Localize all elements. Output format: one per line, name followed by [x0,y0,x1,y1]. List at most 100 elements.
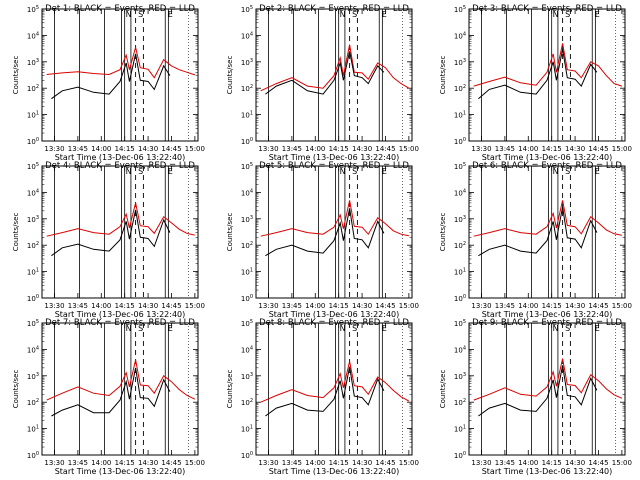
y-tick-label: 102 [27,398,39,407]
x-tick-label: 14:45 [161,145,181,153]
marker-letter: E [382,167,387,176]
x-tick-label: 14:30 [565,459,585,467]
y-tick-label: 103 [454,58,466,67]
x-tick-label: 15:00 [612,459,632,467]
y-axis-label: Counts/sec [12,370,20,409]
y-tick-label: 100 [27,294,39,303]
x-tick-label: 14:30 [565,145,585,153]
marker-letter: E [595,324,600,333]
x-tick-label: 14:15 [542,302,562,310]
y-tick-label: 103 [241,58,253,67]
x-tick-label: 13:30 [44,302,64,310]
y-tick-label: 100 [454,451,466,460]
x-tick-label: 14:45 [375,459,395,467]
y-tick-label: 102 [27,241,39,250]
x-tick-label: 13:30 [258,459,278,467]
marker-letter: N [553,324,559,333]
panel-title: Det 8: BLACK = Events, RED = LLD [259,318,409,328]
panel-title: Det 4: BLACK = Events, RED = LLD [45,161,195,171]
x-axis-label: Start Time (13-Dec-06 13:22:40) [269,153,400,162]
x-tick-label: 14:30 [352,145,372,153]
chart-panel-9: N S E 100 101 102 103 104 105 13:30 13:45 14:00 14:1… [439,318,632,476]
x-tick-label: 14:15 [542,459,562,467]
marker-letter: N [126,167,132,176]
y-tick-label: 100 [454,137,466,146]
x-tick-label: 14:45 [588,459,608,467]
x-tick-label: 14:15 [542,145,562,153]
y-tick-label: 100 [241,294,253,303]
events-series-line [51,209,171,257]
x-tick-label: 14:30 [138,145,158,153]
y-tick-label: 101 [454,268,466,277]
marker-letter: E [168,10,173,19]
events-series-line [265,208,385,257]
marker-letter: N [553,10,559,19]
marker-letter: N [553,167,559,176]
y-tick-label: 105 [27,5,39,14]
x-axis-label: Start Time (13-Dec-06 13:22:40) [269,467,400,476]
chart-panel-6: N S E 100 101 102 103 104 105 13:30 13:45 14:00 14:1… [439,161,632,319]
y-axis-label: Counts/sec [439,213,447,252]
x-tick-label: 13:30 [44,145,64,153]
y-tick-label: 103 [27,372,39,381]
y-axis-label: Counts/sec [439,370,447,409]
y-tick-label: 104 [454,31,466,40]
plot-frame [468,165,626,299]
y-tick-label: 101 [454,111,466,120]
x-axis-label: Start Time (13-Dec-06 13:22:40) [482,153,613,162]
y-tick-label: 102 [241,241,253,250]
marker-letter: S [352,167,357,176]
marker-letter: S [565,10,570,19]
chart-panel-1: N S E 100 101 102 103 104 105 13:30 13:45 14:00 14:1… [12,4,205,162]
x-axis-label: Start Time (13-Dec-06 13:22:40) [55,467,186,476]
y-tick-label: 103 [454,372,466,381]
x-tick-label: 13:45 [68,302,88,310]
y-tick-label: 105 [27,162,39,171]
x-tick-label: 13:30 [258,302,278,310]
y-tick-label: 101 [241,111,253,120]
x-tick-label: 14:45 [161,459,181,467]
x-tick-label: 14:45 [375,145,395,153]
x-tick-label: 15:00 [399,459,419,467]
y-tick-label: 105 [241,319,253,328]
marker-letter: E [382,324,387,333]
events-series-line [265,51,385,95]
x-axis-label: Start Time (13-Dec-06 13:22:40) [269,310,400,319]
x-axis-label: Start Time (13-Dec-06 13:22:40) [482,467,613,476]
plot-frame [41,322,199,456]
x-axis-label: Start Time (13-Dec-06 13:22:40) [55,310,186,319]
y-tick-label: 104 [454,345,466,354]
plot-frame [255,322,413,456]
y-tick-label: 101 [454,425,466,434]
x-tick-label: 13:45 [282,459,302,467]
events-series-line [478,365,598,417]
y-tick-label: 103 [241,215,253,224]
chart-panel-2: N S E 100 101 102 103 104 105 13:30 13:45 14:00 14:1… [226,4,419,162]
y-tick-label: 103 [27,215,39,224]
panel-title: Det 3: BLACK = Events, RED = LLD [472,4,622,14]
x-tick-label: 14:45 [588,302,608,310]
x-axis-label: Start Time (13-Dec-06 13:22:40) [482,310,613,319]
lld-series-line [260,44,410,92]
x-tick-label: 15:00 [185,459,205,467]
lld-series-line [260,361,410,403]
x-tick-label: 14:00 [305,302,325,310]
lld-series-line [473,200,622,237]
lld-series-line [473,43,623,87]
x-tick-label: 14:30 [565,302,585,310]
panel-title: Det 9: BLACK = Events, RED = LLD [472,318,622,328]
plot-frame [41,8,199,142]
marker-letter: E [168,167,173,176]
y-tick-label: 104 [27,345,39,354]
y-tick-label: 105 [454,319,466,328]
x-tick-label: 14:00 [518,459,538,467]
x-tick-label: 13:30 [44,459,64,467]
marker-letter: N [126,10,132,19]
y-tick-label: 101 [241,425,253,434]
marker-letter: S [138,10,143,19]
x-tick-label: 13:30 [258,145,278,153]
x-tick-label: 13:45 [495,302,515,310]
x-tick-label: 15:00 [612,145,632,153]
y-tick-label: 105 [241,162,253,171]
